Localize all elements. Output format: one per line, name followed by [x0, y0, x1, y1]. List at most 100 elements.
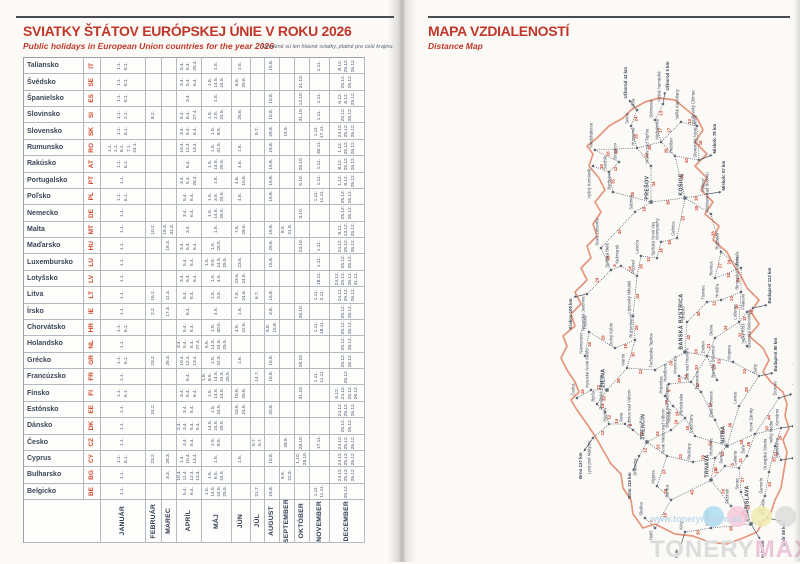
city-label: Hlohovec — [708, 438, 713, 455]
city-label: Detva — [708, 324, 713, 336]
city-label: Lučenec — [732, 304, 737, 320]
country-name: Španielsko — [24, 90, 84, 108]
holiday-cell — [232, 418, 251, 435]
holiday-cell — [251, 188, 265, 206]
distance-label: 38 — [613, 149, 618, 154]
holiday-cell: 3.4. 5.4. — [177, 401, 202, 419]
city-dot — [661, 102, 665, 106]
distance-map-svg: 3036202825272292430122830442612814421862… — [560, 61, 793, 558]
distance-label: 14 — [600, 403, 605, 408]
road — [666, 455, 694, 463]
city-label: Nové Zámky — [748, 407, 753, 431]
city-label: Šamorín — [758, 477, 763, 493]
holiday-cell: 25.3. — [162, 352, 177, 370]
country-code: FI — [84, 385, 101, 402]
city-label: Snina — [624, 112, 629, 123]
distance-label: 38 — [739, 439, 744, 444]
holiday-cell: 24.12. 25.12. 26.12. — [330, 434, 365, 451]
holiday-cell — [280, 188, 295, 206]
road — [626, 367, 656, 371]
distance-label: 18 — [662, 512, 667, 517]
holiday-cell: 30.11. — [310, 139, 330, 157]
city-dot — [705, 192, 709, 196]
road — [644, 517, 656, 529]
country-name: Cyprus — [24, 450, 84, 468]
holiday-cell: 1.6. — [232, 139, 251, 157]
road — [664, 395, 674, 407]
city-dot — [677, 374, 681, 378]
country-name: Lotyšsko — [24, 270, 84, 288]
external-destination-label: Krakov 100 km — [568, 298, 573, 329]
city-dot — [613, 346, 617, 350]
holiday-cell: 15.8. — [265, 254, 280, 271]
road — [700, 391, 716, 421]
holiday-cell — [295, 221, 310, 239]
holiday-cell: 1.5. 4.5. — [202, 270, 232, 288]
road — [654, 499, 672, 529]
city-label: Stará Ľubovňa — [594, 218, 599, 246]
road — [726, 433, 756, 447]
holiday-cell — [265, 385, 280, 402]
distance-label: 6 — [628, 423, 633, 426]
country-code: LU — [84, 254, 101, 271]
city-label: Tatranská Javorina — [581, 296, 586, 332]
distance-label: 16 — [667, 240, 672, 245]
road — [636, 147, 652, 167]
distance-label: 26 — [639, 264, 644, 269]
holiday-cell: 15.8. — [265, 188, 280, 206]
road — [676, 197, 686, 239]
city-label: Vyšné Nemecké — [656, 71, 661, 102]
distance-label: 35 — [669, 360, 674, 365]
holiday-cell: 5.4. 6.4. — [177, 188, 202, 206]
city-dot — [643, 516, 647, 520]
distance-label: 20 — [684, 158, 689, 163]
road — [696, 125, 700, 161]
city-dot — [745, 454, 749, 458]
holiday-cell — [280, 352, 295, 370]
distance-label: 8 — [612, 264, 617, 267]
city-dot — [679, 120, 683, 124]
city-dot — [665, 454, 669, 458]
city-label: Bánovce nad Bebravou — [664, 383, 669, 427]
country-name: Slovensko — [24, 123, 84, 140]
country-code: CY — [84, 450, 101, 468]
road — [738, 467, 742, 493]
road — [632, 315, 636, 341]
city-label: Ubľa — [630, 98, 635, 108]
distance-label: 24 — [655, 431, 660, 436]
holiday-cell — [146, 483, 162, 500]
holiday-cell — [251, 238, 265, 255]
road — [692, 457, 716, 463]
external-arrow — [583, 437, 594, 452]
distance-label: 12 — [738, 458, 743, 463]
holiday-cell: 5.4. 6.4. — [177, 287, 202, 304]
country-name: Dánsko — [24, 418, 84, 435]
city-label: Pezinok — [724, 488, 729, 504]
distance-label: 16 — [587, 341, 592, 346]
holiday-cell: 1.11. — [310, 238, 330, 255]
city-label: Kežmarok — [614, 244, 619, 264]
month-label: DECEMBER — [330, 500, 365, 543]
holiday-cell — [251, 385, 265, 402]
external-destination-label: Győr 58 km — [781, 522, 786, 546]
city-label: Nové Mesto nad Váhom — [660, 408, 665, 453]
holiday-cell: 1.1. 6.1. — [101, 156, 146, 173]
holiday-cell: 4.5. — [202, 303, 232, 320]
distance-label: 28 — [663, 488, 668, 493]
city-label: Šiatorská Bukovinka — [747, 310, 752, 349]
holiday-cell — [251, 303, 265, 320]
country-name: Malta — [24, 221, 84, 239]
distance-label: 24 — [727, 259, 732, 264]
holiday-cell — [280, 205, 295, 222]
holiday-cell — [146, 156, 162, 173]
distance-label: 36 — [728, 526, 733, 531]
distance-label: 22 — [643, 152, 648, 157]
city-dot — [697, 158, 701, 162]
holiday-cell: 4.6. — [232, 156, 251, 173]
city-label: Levice — [732, 391, 737, 404]
holiday-cell — [265, 418, 280, 435]
holiday-cell: 1.1. 6.1. — [101, 74, 146, 91]
city-label: Martin — [620, 353, 625, 365]
holiday-cell: 24.12. 25.12. 26.12. — [330, 238, 365, 255]
holiday-cell: 1.11. 17.11. — [310, 123, 330, 140]
